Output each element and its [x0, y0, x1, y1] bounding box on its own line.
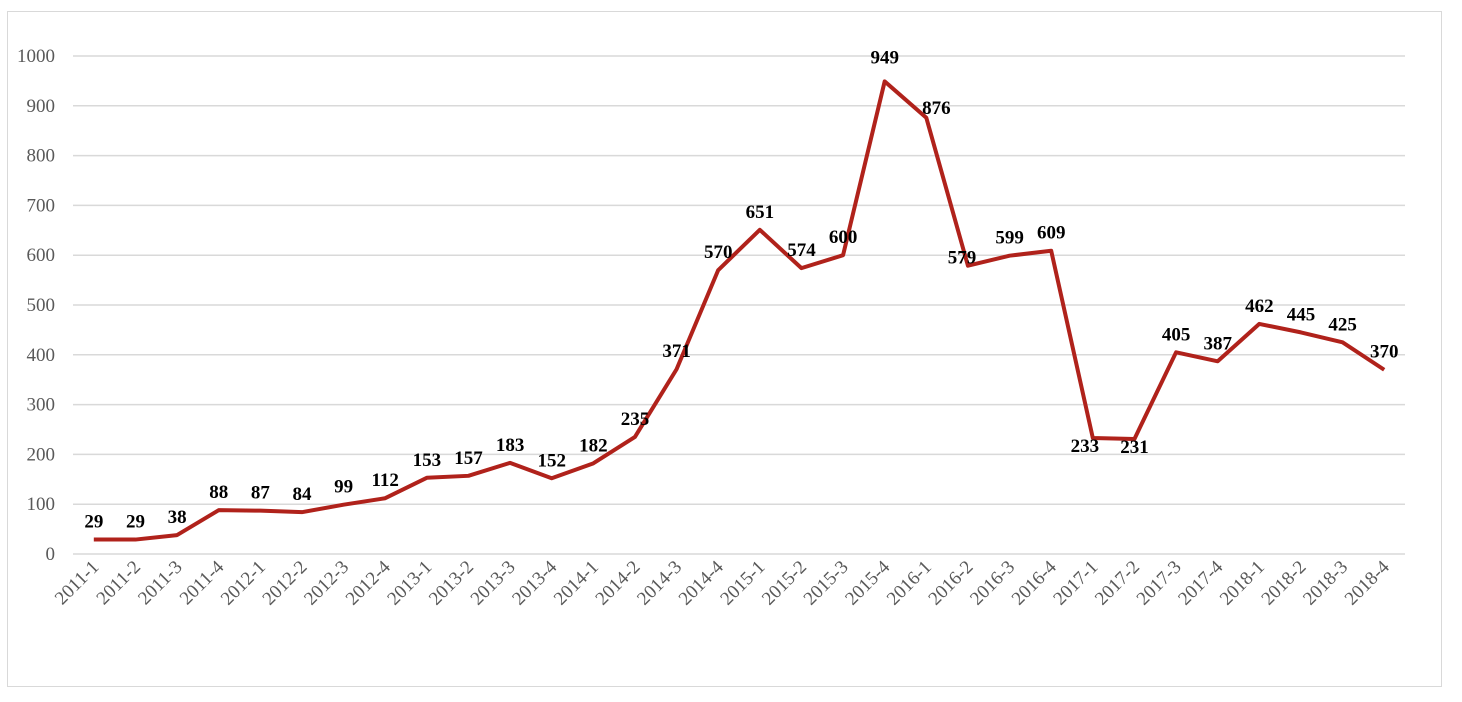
x-tick-label: 2017-3	[1133, 557, 1186, 610]
x-tick-label: 2012-2	[259, 557, 312, 610]
data-label: 29	[126, 512, 145, 533]
data-label: 462	[1245, 296, 1274, 317]
x-tick-label: 2018-3	[1299, 557, 1352, 610]
y-tick-label: 100	[27, 494, 56, 515]
x-tick-label: 2015-2	[758, 557, 811, 610]
x-tick-label: 2015-1	[716, 557, 769, 610]
data-label: 153	[413, 450, 442, 471]
y-tick-label: 900	[27, 96, 56, 117]
y-tick-label: 600	[27, 245, 56, 266]
data-label: 574	[787, 240, 816, 261]
x-tick-label: 2011-4	[176, 556, 229, 609]
data-label: 29	[84, 512, 103, 533]
x-tick-label: 2014-1	[550, 557, 603, 610]
data-label: 387	[1203, 333, 1232, 354]
data-label: 445	[1287, 304, 1316, 325]
x-tick-label: 2016-3	[966, 557, 1019, 610]
x-tick-label: 2012-1	[217, 557, 270, 610]
y-tick-label: 700	[27, 195, 56, 216]
data-label: 876	[922, 98, 951, 119]
data-label: 651	[746, 202, 775, 223]
x-tick-label: 2013-4	[508, 556, 561, 609]
x-tick-label: 2016-2	[925, 557, 978, 610]
x-tick-label: 2017-2	[1091, 557, 1144, 610]
x-tick-label: 2012-3	[300, 557, 353, 610]
data-label: 599	[995, 228, 1024, 249]
x-tick-label: 2011-2	[93, 557, 145, 609]
data-label: 182	[579, 435, 608, 456]
x-tick-label: 2015-3	[800, 557, 853, 610]
data-label: 600	[829, 227, 858, 248]
data-label: 99	[334, 477, 353, 498]
x-tick-label: 2013-3	[467, 557, 520, 610]
x-tick-label: 2011-1	[51, 557, 103, 609]
data-label: 87	[251, 483, 271, 504]
y-tick-label: 400	[27, 345, 56, 366]
data-label: 609	[1037, 223, 1066, 244]
x-tick-label: 2012-4	[342, 556, 395, 609]
chart-frame	[7, 11, 1442, 687]
data-label: 157	[454, 448, 483, 469]
x-tick-label: 2018-4	[1341, 556, 1394, 609]
data-label: 579	[948, 248, 977, 269]
x-tick-label: 2016-1	[883, 557, 936, 610]
y-tick-label: 500	[27, 295, 56, 316]
x-tick-label: 2014-3	[633, 557, 686, 610]
data-label: 235	[621, 409, 650, 430]
y-tick-label: 300	[27, 395, 56, 416]
data-label: 38	[168, 507, 187, 528]
data-label: 570	[704, 242, 733, 263]
x-tick-label: 2013-1	[383, 557, 436, 610]
x-tick-label: 2016-4	[1008, 556, 1061, 609]
x-tick-label: 2013-2	[425, 557, 478, 610]
data-label: 370	[1370, 342, 1399, 363]
x-tick-label: 2017-4	[1174, 556, 1227, 609]
y-tick-label: 800	[27, 146, 56, 167]
x-tick-label: 2017-1	[1049, 557, 1102, 610]
x-tick-label: 2015-4	[841, 556, 894, 609]
y-tick-label: 0	[46, 544, 56, 565]
data-label: 112	[371, 470, 398, 491]
data-label: 949	[870, 47, 899, 68]
data-label: 425	[1328, 314, 1357, 335]
data-label: 152	[537, 450, 566, 471]
x-tick-label: 2018-2	[1258, 557, 1311, 610]
data-label: 231	[1120, 437, 1149, 458]
x-tick-label: 2014-4	[675, 556, 728, 609]
y-tick-label: 1000	[17, 46, 55, 67]
data-label: 405	[1162, 324, 1191, 345]
series-line	[93, 79, 1386, 542]
y-tick-label: 200	[27, 444, 56, 465]
x-tick-label: 2018-1	[1216, 557, 1269, 610]
data-label: 84	[292, 484, 312, 505]
data-label: 183	[496, 435, 525, 456]
x-tick-label: 2011-3	[134, 557, 186, 609]
data-label: 88	[209, 482, 228, 503]
x-tick-label: 2014-2	[592, 557, 645, 610]
data-label: 371	[662, 341, 691, 362]
data-label: 233	[1071, 436, 1100, 457]
